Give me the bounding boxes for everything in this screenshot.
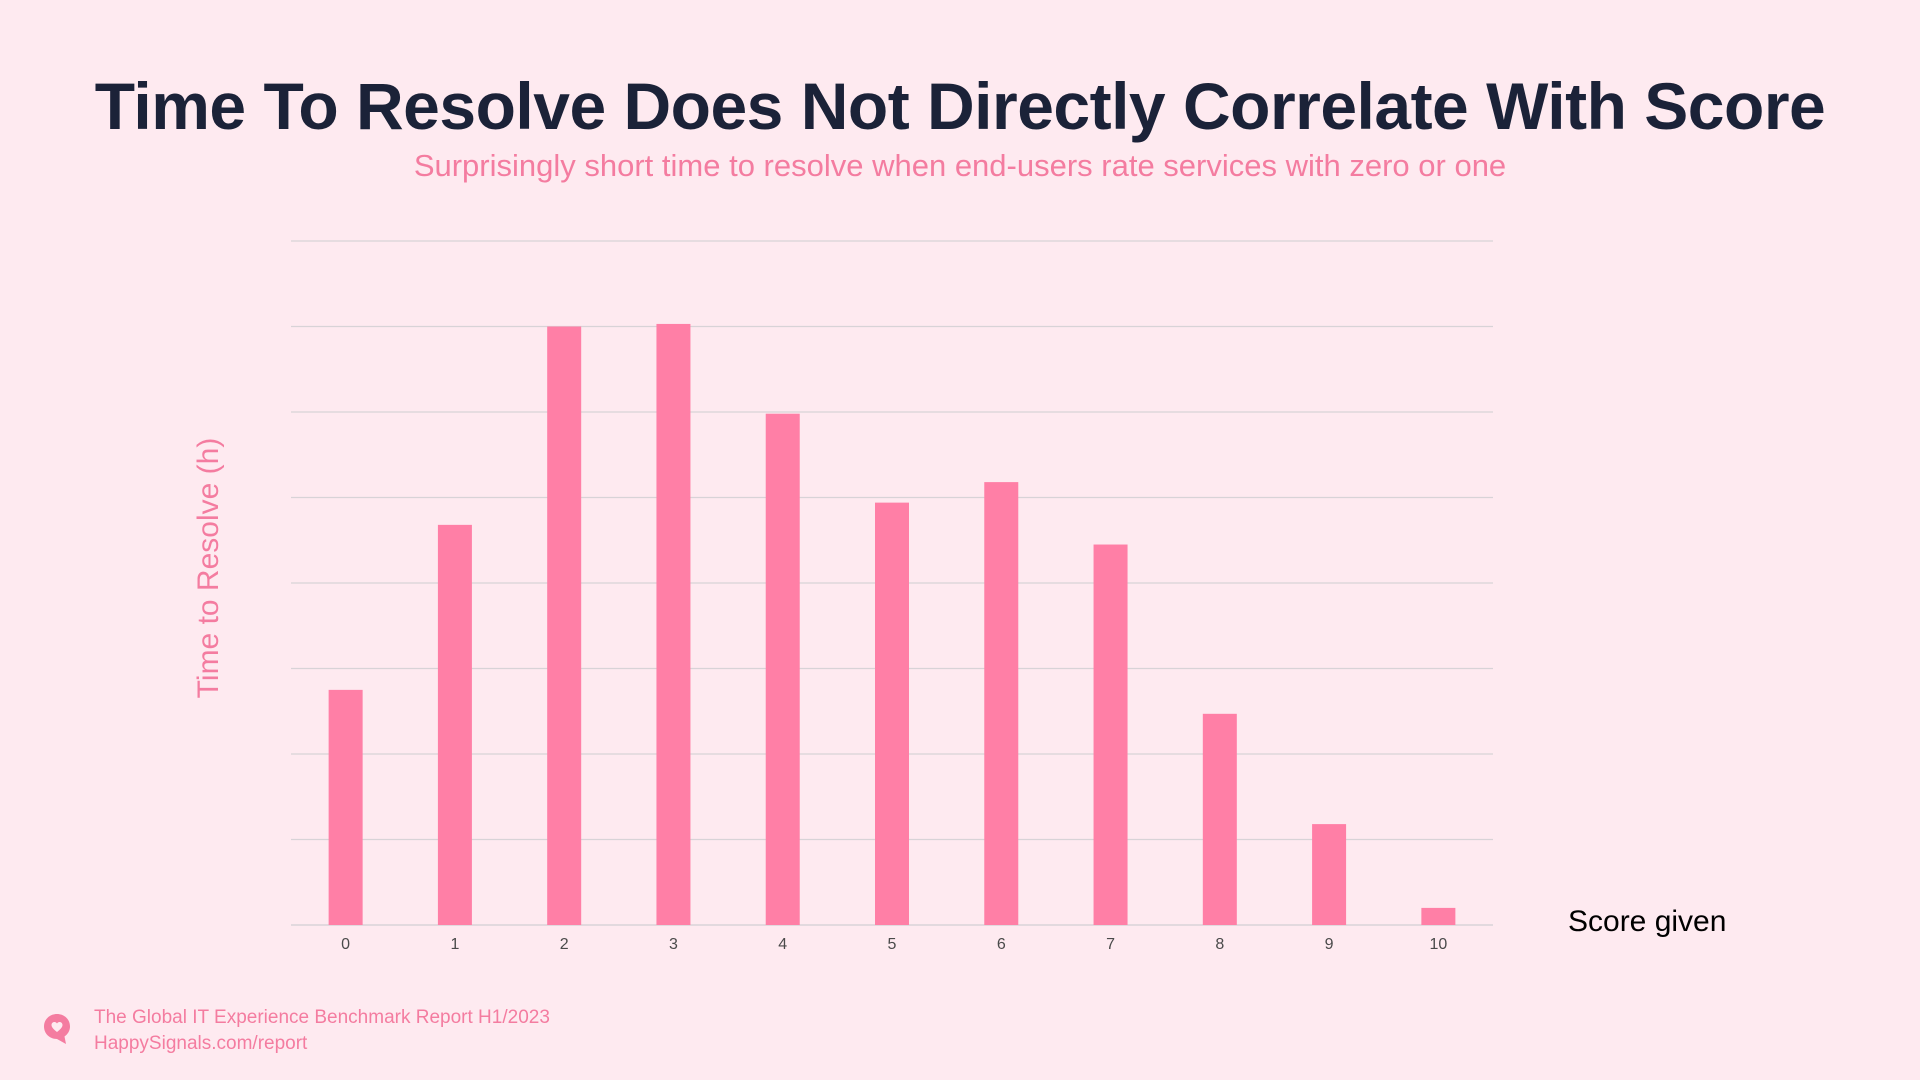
x-tick-label: 0 [341,936,350,953]
gridlines [291,240,1493,926]
x-tick-label: 1 [450,936,459,953]
footer-report-title: The Global IT Experience Benchmark Repor… [94,1007,550,1028]
bar-score-8 [1202,713,1237,925]
bar-score-4 [765,413,800,925]
bar-score-1 [437,524,472,925]
x-tick-label: 10 [1429,936,1447,953]
bar-score-6 [984,482,1019,925]
bar-score-3 [656,323,691,925]
footer-report-link[interactable]: HappySignals.com/report [94,1033,308,1054]
x-tick-label: 5 [888,936,897,953]
x-axis-label: Score given [1568,905,1726,938]
y-axis-label: Time to Resolve (h) [192,438,225,699]
x-tick-labels: 0 1 2 3 4 5 6 7 8 9 10 [341,936,1447,953]
x-tick-label: 9 [1325,936,1334,953]
page-title: Time To Resolve Does Not Directly Correl… [94,69,1826,143]
page-subtitle: Surprisingly short time to resolve when … [413,148,1507,183]
x-tick-label: 7 [1106,936,1115,953]
x-tick-label: 3 [669,936,678,953]
x-tick-label: 4 [778,936,787,953]
bar-score-5 [875,502,909,925]
bar-score-7 [1093,544,1128,925]
bars [328,323,1456,925]
x-tick-label: 2 [560,936,569,953]
bar-score-0 [328,689,363,925]
heart-speech-bubble-icon [44,1014,70,1044]
footer: The Global IT Experience Benchmark Repor… [42,1005,550,1057]
x-tick-label: 6 [997,936,1006,953]
bar-score-10 [1421,907,1456,925]
x-tick-label: 8 [1215,936,1224,953]
bar-score-2 [547,326,582,925]
bar-score-9 [1312,824,1347,925]
